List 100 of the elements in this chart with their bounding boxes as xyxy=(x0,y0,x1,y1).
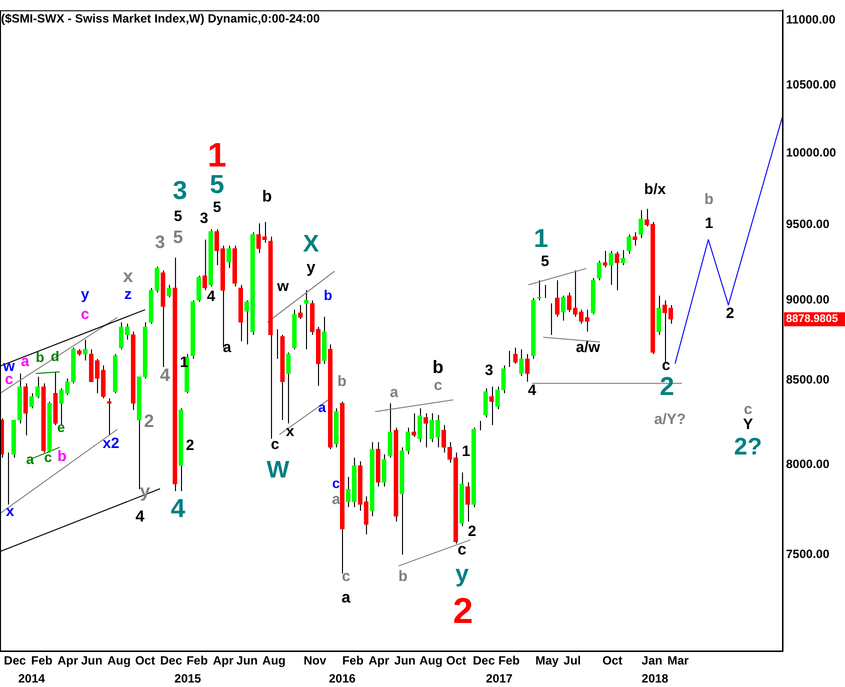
annotation: y xyxy=(80,286,90,304)
annotation: x xyxy=(6,503,15,520)
candlestick xyxy=(262,221,267,244)
candlestick xyxy=(632,232,638,246)
candlestick xyxy=(489,386,494,426)
x2-tick-label: 2017 xyxy=(486,672,513,686)
x-tick-label: Dec xyxy=(160,654,182,668)
x-tick-label: Aug xyxy=(419,654,443,668)
candlestick xyxy=(465,482,470,522)
candlestick xyxy=(656,295,662,336)
candlestick xyxy=(418,408,422,443)
y-tick-label: 8000.00 xyxy=(786,456,830,471)
annotation: 4 xyxy=(160,364,170,385)
candlestick xyxy=(483,388,488,418)
annotation: 2? xyxy=(734,434,762,461)
annotation: c xyxy=(44,448,52,465)
x-tick-label: Jun xyxy=(394,654,416,668)
candlestick xyxy=(226,245,232,269)
annotation: b xyxy=(262,188,272,206)
candlestick xyxy=(519,348,524,376)
x2-tick-label: 2015 xyxy=(174,672,202,686)
annotation: a xyxy=(342,589,351,606)
x-tick-label: Aug xyxy=(107,654,131,668)
candlestick xyxy=(554,280,560,318)
x2-tick-label: 2014 xyxy=(18,672,46,686)
candlestick xyxy=(35,376,40,399)
annotation: c xyxy=(434,377,442,394)
candlestick xyxy=(382,454,386,488)
annotation: 1 xyxy=(704,215,714,232)
annotation: 1 xyxy=(462,443,470,460)
candlestick xyxy=(388,402,392,458)
candlestick xyxy=(602,250,608,268)
annotation: b xyxy=(704,191,714,208)
candlestick xyxy=(412,412,416,438)
candlestick xyxy=(166,284,172,298)
candlestick xyxy=(513,347,518,364)
x-tick-label: Oct xyxy=(602,654,622,668)
annotation: 1 xyxy=(534,223,548,254)
candlestick xyxy=(424,412,428,448)
annotation: X xyxy=(302,230,320,258)
annotation: a xyxy=(26,450,34,467)
annotation: 5 xyxy=(212,199,222,216)
annotation: b xyxy=(36,348,44,365)
annotation: 4 xyxy=(528,382,537,400)
annotation: 4 xyxy=(170,493,186,524)
annotation: b xyxy=(324,286,332,303)
annotation: c xyxy=(744,401,752,418)
x-tick-label: Dec xyxy=(472,654,496,668)
annotation: x2 xyxy=(102,435,120,452)
x2-tick-label: 2018 xyxy=(642,672,669,686)
y-tick-label: 7500.00 xyxy=(786,547,830,562)
candlestick xyxy=(525,354,530,382)
candlestick xyxy=(501,364,506,394)
annotation: z xyxy=(124,286,132,304)
annotation: 2 xyxy=(186,437,194,454)
chart-title: ($SMI-SWX - Swiss Market Index,W) Dynamic,0:00-24:00 xyxy=(1,12,320,26)
x-tick-label: Jul xyxy=(564,654,581,668)
annotation: a xyxy=(390,384,399,402)
annotation: e xyxy=(57,418,66,435)
annotation: 2 xyxy=(144,410,154,431)
x-tick-label: Apr xyxy=(212,654,234,668)
x-tick-label: Apr xyxy=(368,654,390,668)
candlestick xyxy=(59,388,64,426)
annotation: 5 xyxy=(540,253,550,270)
candlestick xyxy=(29,392,34,409)
x-tick-label: Feb xyxy=(498,654,520,668)
annotation: y xyxy=(455,560,470,588)
annotation: a xyxy=(20,353,30,370)
x-tick-label: Mar xyxy=(667,654,690,668)
annotation: b xyxy=(432,356,444,377)
candlestick xyxy=(286,352,291,424)
annotation: b xyxy=(337,373,347,390)
y-tick-label: 10000.00 xyxy=(786,146,836,160)
candlestick xyxy=(626,234,632,254)
candlestick xyxy=(154,266,160,294)
candlestick xyxy=(244,300,249,345)
annotation: x xyxy=(286,423,295,440)
y-tick-label: 10500.00 xyxy=(786,78,836,92)
x-tick-label: Nov xyxy=(304,654,327,668)
text: 8878.9805 xyxy=(786,313,838,326)
x-tick-label: May xyxy=(535,654,560,668)
annotation: 4 xyxy=(136,508,145,526)
annotation: a/Y? xyxy=(654,411,686,428)
annotation: c xyxy=(342,568,350,586)
annotation: 3 xyxy=(172,175,188,206)
annotation: a xyxy=(222,339,232,356)
annotation: b xyxy=(57,448,67,466)
x-tick-label: Apr xyxy=(58,654,79,668)
x-tick-label: Jun xyxy=(236,654,258,668)
annotation: 3 xyxy=(484,362,494,380)
annotation: 5 xyxy=(172,226,184,247)
candlestick xyxy=(406,427,410,455)
candlestick xyxy=(196,275,202,302)
annotation: c xyxy=(80,306,90,324)
x-tick-label: Jan xyxy=(642,654,662,668)
x-tick-label: Aug xyxy=(262,654,286,668)
x-tick-label: Feb xyxy=(31,654,52,668)
y-tick-label: 8500.00 xyxy=(786,372,830,386)
annotation: W xyxy=(266,456,290,484)
annotation: a/w xyxy=(576,339,600,356)
